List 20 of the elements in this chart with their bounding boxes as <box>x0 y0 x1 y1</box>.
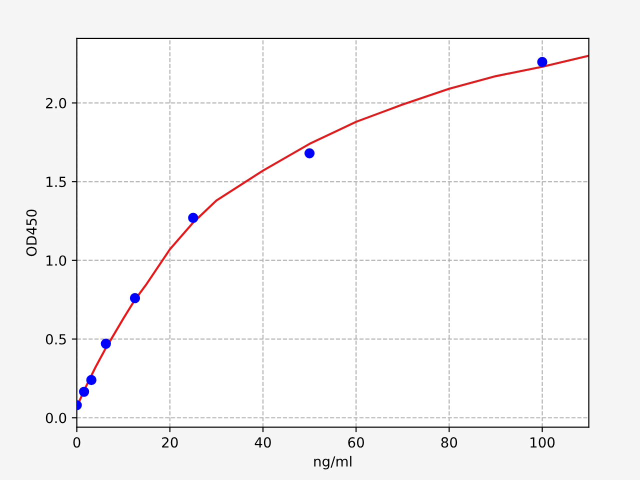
y-tick-label: 1.0 <box>46 255 66 266</box>
x-tick-label: 0 <box>73 437 80 448</box>
y-axis-title: OD450 <box>26 210 37 256</box>
point <box>188 212 198 223</box>
point <box>100 338 111 349</box>
x-tick-label: 60 <box>348 437 364 448</box>
y-tick-label: 1.5 <box>46 176 66 188</box>
x-axis-title: ng/ml <box>314 456 352 470</box>
point <box>130 293 140 304</box>
point <box>304 148 315 158</box>
x-tick-label: 20 <box>162 437 178 448</box>
point <box>537 56 548 68</box>
y-tick-label: 0.0 <box>46 412 66 424</box>
x-tick-label: 100 <box>530 437 555 448</box>
y-tick-label: 0.5 <box>46 334 66 345</box>
y-tick-label: 2.0 <box>46 98 66 108</box>
point <box>86 374 96 386</box>
x-tick-label: 40 <box>254 437 271 448</box>
point <box>78 386 90 397</box>
x-tick-label: 80 <box>441 437 458 448</box>
